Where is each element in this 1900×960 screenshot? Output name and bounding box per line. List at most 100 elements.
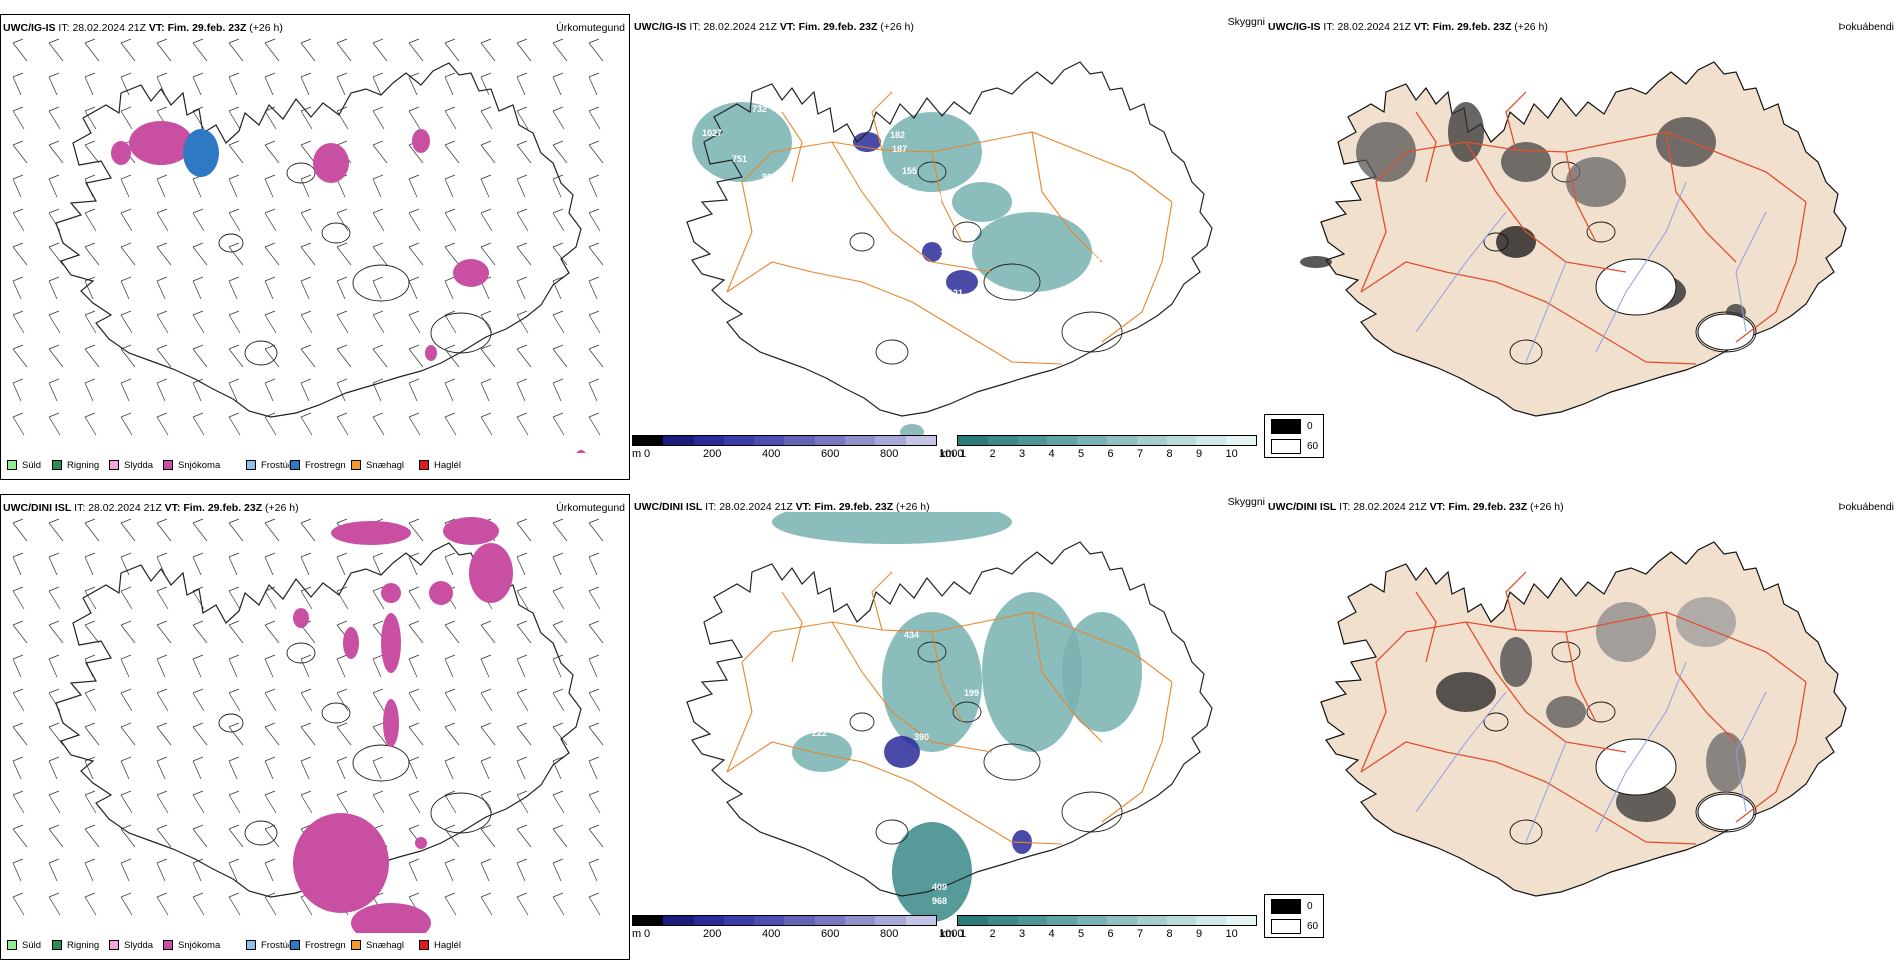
scale-step: [814, 916, 846, 925]
wind-barb: [48, 276, 60, 300]
wind-barb: [156, 242, 172, 266]
wind-barb: [84, 242, 100, 266]
visibility-area: [772, 512, 1012, 544]
glacier-outline: [1551, 641, 1581, 663]
wind-barb: [444, 858, 456, 882]
wind-barb: [516, 344, 532, 368]
scale-tick-label: 5: [1078, 928, 1085, 940]
wind-barb: [84, 858, 96, 882]
wind-barb: [228, 310, 241, 334]
wind-barb: [264, 378, 276, 402]
wind-barb: [336, 688, 349, 712]
wind-barb: [120, 310, 133, 334]
glacier-outline: [430, 792, 492, 834]
wind-barb: [156, 38, 172, 62]
wind-barb: [372, 106, 385, 130]
glacier-outline: [218, 713, 244, 733]
wind-barb: [192, 344, 208, 368]
visibility-value-label: 264: [932, 192, 947, 202]
wind-barb: [156, 276, 168, 300]
fog-key-swatch-60: [1271, 919, 1301, 934]
wind-barb: [12, 378, 24, 402]
wind-barb: [12, 174, 24, 198]
wind-barb: [264, 756, 276, 780]
visibility-value-label: 904: [762, 172, 777, 182]
wind-barb: [48, 790, 61, 814]
river-line: [1595, 661, 1687, 833]
coastline: [1320, 61, 1847, 417]
wind-barb: [444, 620, 460, 644]
wind-barb: [588, 654, 600, 678]
legend-item: Snjókoma: [163, 940, 220, 951]
visibility-scale-km: [957, 915, 1257, 926]
wind-barb: [552, 858, 564, 882]
wind-barb: [444, 756, 456, 780]
scale-step: [1166, 436, 1197, 445]
wind-barb: [444, 174, 456, 198]
wind-barb: [408, 688, 421, 712]
panel-name: Skyggni: [1227, 16, 1265, 28]
wind-barb: [84, 892, 97, 916]
wind-barb: [84, 140, 100, 164]
scale-tick-label: 1000: [939, 448, 964, 460]
wind-barb: [192, 310, 205, 334]
wind-barb: [588, 106, 601, 130]
wind-barb: [264, 620, 280, 644]
river-line: [1415, 691, 1507, 813]
wind-barb: [408, 242, 424, 266]
wind-barb: [228, 688, 241, 712]
precip-area: [425, 345, 437, 361]
scale-tick-label: 7: [1137, 928, 1144, 940]
scale-tick-label: 600: [821, 448, 840, 460]
wind-barb: [84, 586, 97, 610]
scale-tick-label: 200: [703, 448, 722, 460]
wind-barb: [264, 140, 280, 164]
wind-barb: [552, 518, 568, 542]
wind-barb: [192, 620, 208, 644]
wind-barb: [336, 276, 348, 300]
wind-barb: [84, 654, 96, 678]
wind-barb: [588, 378, 600, 402]
wind-barb: [336, 654, 348, 678]
wind-barb: [12, 586, 25, 610]
fog-area: [1706, 732, 1746, 792]
river-line: [1735, 691, 1767, 813]
wind-barb: [192, 722, 208, 746]
scale-tick-label: 5: [1078, 448, 1085, 460]
wind-barb: [444, 208, 457, 232]
scale-step: [1106, 436, 1137, 445]
visibility-scale-m: [632, 915, 937, 926]
wind-barb: [120, 892, 133, 916]
wind-barb: [444, 790, 457, 814]
wind-barb: [12, 620, 28, 644]
glacier-outline: [244, 820, 278, 846]
scale-unit: km: [940, 928, 955, 940]
wind-barb: [84, 756, 96, 780]
legend-swatch: [7, 460, 17, 470]
road-line: [1665, 131, 1737, 263]
scale-step: [1166, 916, 1197, 925]
scale-tick-label: 3: [1019, 928, 1026, 940]
wind-barb: [300, 38, 316, 62]
wind-barb: [228, 790, 241, 814]
wind-barb: [408, 756, 420, 780]
legend-swatch: [290, 460, 300, 470]
glacier-outline: [430, 312, 492, 354]
legend-swatch: [351, 460, 361, 470]
road-line: [1735, 201, 1807, 343]
wind-barb: [48, 858, 60, 882]
wind-barb: [408, 208, 421, 232]
wind-barb: [408, 344, 424, 368]
wind-barb: [552, 174, 564, 198]
wind-barb: [408, 106, 421, 130]
legend-label: Frostúði: [261, 940, 296, 951]
visibility-value-label: 409: [932, 882, 947, 892]
visibility-value-label: 968: [932, 896, 947, 906]
fog-area: [1448, 102, 1484, 162]
scale-step: [784, 916, 815, 925]
fog-area: [1566, 157, 1626, 207]
visibility-area: [952, 182, 1012, 222]
wind-barb: [228, 378, 240, 402]
glacier-outline: [952, 221, 982, 243]
wind-barb: [300, 140, 316, 164]
